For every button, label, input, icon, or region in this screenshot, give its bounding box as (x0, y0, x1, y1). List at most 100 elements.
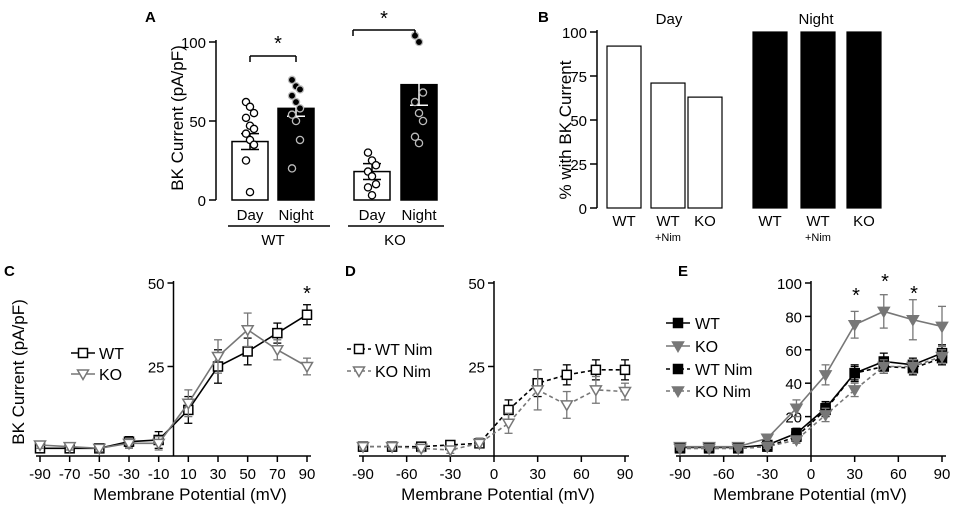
panel-e-data-point (847, 320, 862, 332)
panel-e-data-point (673, 443, 687, 456)
panel-c-data-point (242, 346, 253, 357)
panel-a-data-point (245, 102, 255, 112)
panel-d-data-point (385, 441, 399, 454)
panel-a-bar-label: Night (401, 207, 437, 224)
panel-a-data-point (291, 116, 301, 126)
panel-b-category-label: WT (758, 213, 781, 230)
panel-a-data-point (414, 138, 424, 148)
panel-d-x-tick-label: 60 (573, 466, 590, 483)
panel-letter-c: C (4, 263, 15, 280)
panel-a-y-tick-label: 100 (181, 35, 206, 52)
panel-b-category-label: WT (806, 213, 829, 230)
panel-e-data-point (818, 370, 833, 382)
panel-a-significance-star: * (380, 8, 388, 30)
panel-e-data-point (789, 403, 804, 416)
panel-c-data-point (181, 398, 196, 411)
panel-d-data-point (561, 369, 573, 381)
panel-c-series-line (40, 314, 308, 450)
panel-e-legend-label: WT Nim (695, 362, 752, 379)
panel-a-y-tick-label: 50 (189, 114, 206, 131)
panel-e-significance-star: * (852, 285, 860, 307)
panel-a-data-point (414, 37, 424, 47)
panel-a-data-point (295, 135, 305, 145)
panel-d-x-tick-label: 0 (490, 466, 498, 483)
panel-d-x-tick-label: -60 (396, 466, 418, 483)
panel-b-category-label: WT (656, 213, 679, 230)
panel-b-bar (752, 31, 788, 209)
panel-e-data-point (906, 314, 920, 327)
panel-e-data-point (935, 321, 949, 334)
panel-a-data-point (363, 148, 373, 157)
panel-e-x-tick-label: 0 (807, 466, 815, 483)
panel-c-y-axis-title: BK Current (pA/pF) (9, 299, 28, 445)
panel-e-legend-label: WT (695, 316, 720, 333)
panel-a-data-point (287, 91, 297, 100)
panel-a-data-point (363, 183, 373, 192)
panel-c-data-point (300, 361, 314, 374)
panel-e-data-point (876, 361, 891, 374)
panel-c-legend-label: KO (99, 367, 122, 384)
panel-e-x-tick-label: -30 (756, 466, 778, 483)
panel-d-data-point (589, 385, 603, 397)
panel-a-data-point (287, 75, 297, 85)
panel-c-legend-marker (77, 347, 89, 359)
panel-c-data-point (92, 443, 107, 456)
panel-d-x-axis-title: Membrane Potential (mV) (401, 485, 595, 504)
panel-e-y-tick-label: 40 (785, 376, 802, 393)
panel-c-y-tick-label: 50 (148, 276, 165, 293)
panel-b-category-label: KO (694, 213, 716, 230)
panel-a-data-point (410, 97, 420, 107)
panel-d-data-point (619, 364, 631, 376)
panel-a-data-point (287, 110, 297, 119)
panel-a-y-axis-title: BK Current (pA/pF) (168, 45, 187, 191)
panel-e-data-point (847, 385, 862, 397)
panel-b-category-label: KO (853, 213, 875, 230)
panel-d-x-tick-label: 90 (617, 466, 634, 483)
panel-d-data-point (618, 386, 632, 399)
panel-c-legend-marker (76, 369, 90, 381)
panel-b-group-title: Night (798, 11, 834, 28)
panel-e-data-point (760, 441, 775, 454)
panel-e-legend-marker (672, 363, 684, 375)
panel-b-category-sublabel: +Nim (805, 232, 831, 244)
panel-d-data-point (590, 364, 602, 376)
panel-e-x-tick-label: 60 (890, 466, 907, 483)
panel-e-legend-marker (672, 317, 684, 329)
panel-e-y-tick-label: 20 (785, 410, 802, 427)
panel-e-series-line (680, 352, 943, 449)
panel-e-legend-label: KO Nim (695, 384, 751, 401)
panel-a-data-point (241, 156, 251, 165)
panel-a-data-point (249, 140, 259, 149)
panel-e-y-tick-label: 60 (785, 343, 802, 360)
panel-c-data-point (151, 438, 166, 451)
panel-a-data-point (418, 88, 428, 97)
panel-b-bar (800, 31, 836, 209)
panel-d-data-point (356, 441, 370, 454)
panel-d-data-point (472, 438, 487, 451)
panel-a-data-point (367, 191, 377, 200)
panel-b-y-tick-label: 0 (579, 201, 587, 218)
panel-d-legend-marker (352, 366, 366, 378)
panel-c-x-tick-label: -90 (29, 466, 51, 483)
panel-a-y-tick-label: 0 (198, 193, 206, 210)
panel-e-x-tick-label: -60 (713, 466, 735, 483)
panel-a-data-point (245, 187, 255, 197)
panel-e-series-line (680, 310, 943, 448)
panel-c-x-tick-label: 10 (180, 466, 197, 483)
panel-a-data-point (371, 179, 381, 189)
panel-d-data-point (443, 445, 458, 457)
panel-a-bar-label: Day (359, 207, 386, 224)
panel-a-data-point (410, 132, 420, 142)
panel-a-data-point (371, 160, 381, 170)
panel-b-bar (687, 96, 723, 209)
panel-a-group-label: WT (261, 232, 284, 249)
panel-e-y-tick-label: 80 (785, 309, 802, 326)
panel-d-x-tick-label: -90 (352, 466, 374, 483)
panel-d-y-tick-label: 25 (468, 360, 485, 377)
panel-d-legend-label: KO Nim (375, 364, 431, 381)
panel-a-bar-label: Night (278, 207, 314, 224)
panel-e-data-point (935, 351, 949, 364)
panel-c-data-point (62, 441, 77, 454)
panel-d-x-tick-label: 30 (529, 466, 546, 483)
